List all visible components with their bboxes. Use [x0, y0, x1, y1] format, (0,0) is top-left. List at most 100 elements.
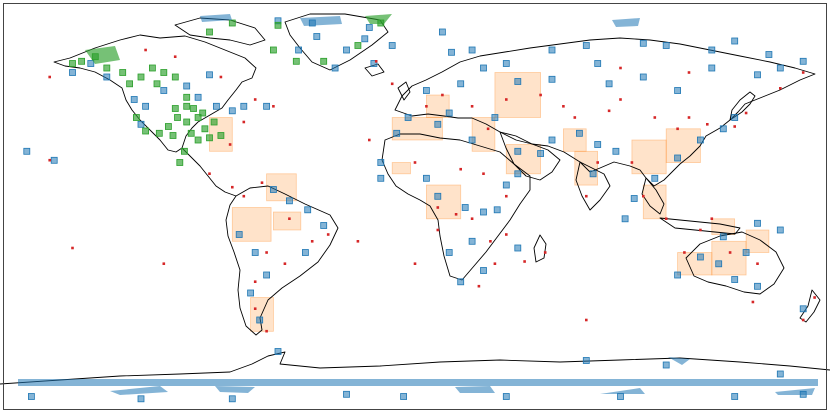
orange-region: [272, 211, 302, 231]
red-point-marker: [71, 246, 74, 250]
blue-site-marker: [582, 357, 590, 364]
red-point-marker: [596, 161, 599, 164]
blue-site-marker: [468, 46, 476, 54]
orange-region: [631, 139, 667, 175]
blue-site-marker: [662, 361, 670, 369]
red-point-marker: [733, 125, 736, 128]
blue-site-marker: [548, 46, 556, 54]
green-site-marker: [190, 105, 197, 112]
blue-site-marker: [228, 395, 236, 403]
blue-site-marker: [576, 129, 583, 137]
arctic-tile: [365, 14, 392, 24]
orange-region: [711, 240, 747, 276]
red-point-marker: [228, 143, 232, 146]
blue-site-marker: [313, 33, 321, 40]
red-point-marker: [801, 71, 805, 74]
blue-site-marker: [361, 35, 369, 43]
red-point-marker: [436, 206, 440, 209]
blue-site-marker: [422, 87, 430, 94]
coast-greenland: [284, 13, 389, 71]
blue-site-marker: [491, 114, 499, 121]
green-site-marker: [164, 123, 172, 130]
antarctic-band: [18, 379, 818, 386]
green-site-marker: [269, 46, 277, 54]
green-site-marker: [201, 125, 209, 133]
blue-site-marker: [612, 147, 620, 155]
blue-site-marker: [251, 249, 259, 256]
green-site-marker: [78, 57, 85, 65]
green-site-marker: [174, 114, 181, 121]
blue-site-marker: [438, 28, 446, 36]
antarctic-tile: [775, 388, 815, 395]
coast-central-america: [181, 147, 237, 197]
blue-site-marker: [269, 186, 277, 193]
blue-site-marker: [457, 80, 465, 88]
green-site-marker: [132, 114, 140, 121]
blue-site-marker: [548, 75, 556, 83]
green-site-marker: [206, 134, 213, 142]
red-point-marker: [208, 172, 211, 175]
blue-site-marker: [754, 282, 761, 290]
red-point-marker: [253, 98, 257, 101]
blue-site-marker: [27, 393, 35, 400]
blue-site-marker: [247, 289, 255, 297]
blue-site-marker: [274, 348, 282, 355]
blue-site-marker: [742, 249, 750, 256]
blue-site-marker: [776, 226, 784, 234]
blue-site-marker: [103, 73, 111, 81]
red-point-marker: [454, 213, 458, 216]
blue-site-marker: [87, 60, 95, 67]
green-site-marker: [171, 73, 179, 81]
blue-site-marker: [240, 102, 248, 110]
green-site-marker: [199, 109, 207, 117]
orange-region: [642, 184, 667, 220]
blue-site-marker: [502, 393, 510, 400]
red-point-marker: [441, 93, 444, 97]
red-points-layer: [48, 48, 816, 333]
red-point-marker: [356, 240, 360, 243]
blue-site-marker: [731, 276, 739, 283]
blue-site-marker: [514, 244, 522, 252]
green-site-marker: [183, 93, 191, 101]
blue-site-marker: [731, 37, 739, 45]
red-point-marker: [543, 251, 547, 254]
antarctic-tile: [215, 386, 255, 393]
coast-japan: [729, 91, 756, 121]
blue-site-marker: [304, 206, 312, 214]
orange-region: [745, 229, 770, 253]
red-point-marker: [219, 75, 223, 79]
blue-site-marker: [589, 170, 597, 178]
arctic-tile: [612, 18, 640, 27]
red-point-marker: [253, 307, 257, 310]
blue-site-marker: [194, 93, 202, 101]
coast-south-america: [225, 185, 339, 336]
red-point-marker: [585, 194, 588, 198]
green-site-marker: [153, 80, 161, 88]
red-point-marker: [436, 228, 440, 232]
coast-madagascar: [533, 234, 547, 263]
coast-uk: [397, 81, 411, 101]
red-point-marker: [687, 71, 691, 74]
blue-site-marker: [137, 120, 145, 128]
red-point-marker: [477, 284, 481, 288]
blue-site-marker: [295, 46, 303, 54]
blue-site-marker: [434, 192, 442, 200]
blue-site-marker: [799, 57, 807, 65]
blue-site-marker: [765, 51, 773, 58]
green-site-marker: [126, 80, 133, 88]
blue-site-marker: [731, 393, 739, 400]
blue-sites-layer: [23, 17, 807, 403]
red-point-marker: [710, 217, 714, 220]
red-point-marker: [585, 318, 588, 322]
red-point-marker: [779, 87, 782, 90]
blue-site-marker: [445, 109, 453, 117]
blue-site-marker: [343, 46, 350, 54]
red-point-marker: [607, 109, 611, 113]
green-site-marker: [103, 64, 111, 72]
blue-site-marker: [142, 102, 150, 110]
red-point-marker: [231, 185, 234, 189]
blue-site-marker: [343, 390, 350, 398]
red-point-marker: [242, 120, 246, 124]
red-point-marker: [470, 105, 474, 108]
